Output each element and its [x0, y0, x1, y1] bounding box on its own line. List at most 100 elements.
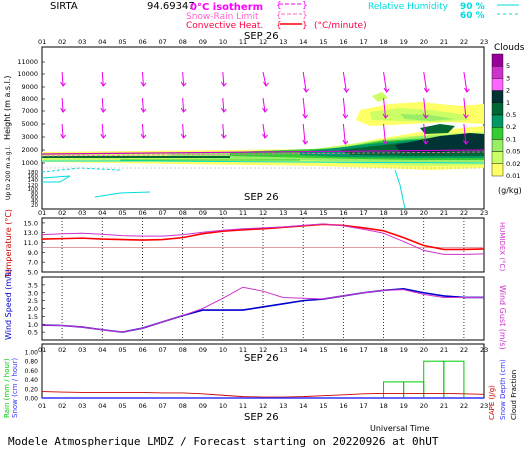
x-ticks-bottom: 01 02 03 04 05 06 07 08 09 10 11 12 13 14 15 16 17 18 19 20…: [38, 346, 488, 410]
hour-tick-label: 05: [118, 346, 126, 354]
forecast-title: Modele Atmospherique LMDZ / Forecast sta…: [8, 435, 439, 448]
cloud-ytick-label: 120: [28, 183, 39, 189]
hour-tick-label: 13: [279, 402, 287, 410]
hour-tick-label: 17: [359, 209, 367, 217]
hour-tick-label: 21: [440, 209, 448, 217]
colorbar-swatch: [491, 65, 504, 79]
wind-arrow: [100, 71, 107, 87]
wind-arrow: [60, 71, 66, 87]
station-code: 94.69347: [147, 1, 195, 12]
snow-ylabel: Snow (cm / hour): [11, 358, 19, 418]
colorbar-level-label: 0.5: [506, 111, 516, 119]
ytick-label: 7.0: [28, 259, 38, 267]
wind-arrow: [140, 71, 147, 87]
hour-tick-label: 03: [78, 346, 86, 354]
hour-tick-label: 18: [380, 346, 388, 354]
hour-tick-label: 14: [299, 346, 307, 354]
cloud-ytick-label: 5000: [21, 120, 38, 128]
legend-convective-bracket-end: }: [302, 21, 308, 31]
wind-arrow: [342, 123, 349, 145]
wind-arrow: [262, 71, 269, 87]
hour-tick-label: 17: [359, 38, 367, 46]
ytick-label: 13.0: [24, 229, 38, 237]
colorbar-title: Clouds: [494, 43, 525, 53]
colorbar-level-label: 0.02: [506, 160, 520, 168]
wind-arrow: [262, 123, 268, 139]
cloud-panel: SEP 26 01 02 03 04 05 06 07 08 09 10 11 12 13 14 15 16 1…: [3, 31, 488, 210]
ytick-label: 5.0: [28, 269, 38, 277]
wind-arrow: [463, 71, 470, 93]
hour-tick-label: 13: [279, 209, 287, 217]
wind-arrow: [180, 71, 187, 87]
legend-rh-60: 60 %: [460, 11, 485, 21]
ytick-label: 3.5: [28, 281, 38, 289]
hour-tick-label: 12: [259, 402, 267, 410]
hour-tick-label: 11: [239, 38, 247, 46]
hour-tick-label: 07: [159, 38, 167, 46]
hour-tick-label: 15: [319, 209, 327, 217]
hour-tick-label: 22: [460, 209, 468, 217]
colorbar-swatch: [491, 139, 504, 152]
wind-panel: 3.53.02.52.01.51.00.5 Wind Speed (m/s) W…: [4, 269, 507, 350]
date-label-precip: SEP 26: [244, 353, 279, 364]
cloud-ytick-label: 40: [31, 199, 38, 205]
hour-tick-label: 04: [98, 402, 106, 410]
precip-ytick-label: 0.80: [25, 359, 39, 366]
cloud-ytick-label: 60: [31, 195, 38, 201]
hour-tick-label: 02: [58, 38, 66, 46]
cloud-ytick-label: 140: [28, 178, 39, 184]
cloud-ytick-label: 3000: [21, 133, 38, 141]
hour-tick-label: 11: [239, 346, 247, 354]
legend-snowrain-bracket-end: }: [302, 11, 308, 21]
hour-tick-label: 09: [199, 402, 207, 410]
hour-tick-label: 03: [78, 402, 86, 410]
colorbar-swatch: [491, 114, 504, 128]
hour-tick-label: 08: [179, 346, 187, 354]
wind-arrow: [383, 71, 390, 93]
hour-tick-label: 06: [138, 402, 146, 410]
humidex-line: [41, 223, 485, 255]
colorbar-level-label: 5: [506, 62, 510, 70]
rh-left-contour: [41, 175, 71, 183]
wind-gust-line: [41, 286, 484, 333]
hour-tick-label: 09: [199, 38, 207, 46]
hour-tick-label: 12: [259, 346, 267, 354]
hour-tick-label: 21: [440, 402, 448, 410]
hour-tick-label: 06: [138, 209, 146, 217]
precip-ytick-label: 0.40: [25, 377, 39, 384]
hour-tick-label: 18: [380, 402, 388, 410]
legend-snowrain-label: Snow-Rain Limit: [186, 12, 259, 22]
colorbar-level-label: 3: [506, 74, 510, 82]
cloud-ytick-label: 11000: [17, 58, 38, 66]
rain-ylabel: Rain (mm / hour): [3, 358, 11, 418]
wind-arrow: [302, 97, 309, 119]
wind-arrow: [140, 97, 147, 113]
hour-tick-label: 01: [38, 402, 46, 410]
ytick-label: 1.5: [28, 313, 38, 321]
ytick-label: 2.5: [28, 297, 38, 305]
hour-tick-label: 06: [138, 346, 146, 354]
rh-90-contour: [42, 160, 485, 164]
cloud-ytick-label: 20: [31, 203, 38, 209]
hour-tick-label: 22: [460, 402, 468, 410]
hour-tick-label: 18: [380, 209, 388, 217]
colorbar-level-label: 1: [506, 99, 510, 107]
hour-tick-label: 08: [179, 38, 187, 46]
hour-tick-label: 04: [98, 209, 106, 217]
isotherm-line: [41, 149, 485, 155]
date-label-mid: SEP 26: [244, 192, 279, 203]
ytick-label: 11.0: [24, 239, 38, 247]
wind-arrow: [60, 97, 66, 113]
temperature-ylabel: Temperature (°C): [4, 209, 13, 279]
cloud-ytick-label: 7000: [21, 107, 38, 115]
colorbar-swatch: [491, 53, 504, 67]
colorbar-level-label: 0.1: [506, 135, 516, 143]
hour-tick-label: 03: [78, 209, 86, 217]
wind-arrow: [220, 123, 227, 139]
legend-isotherm-label: 0°C isotherm: [190, 2, 263, 13]
wind-arrow: [462, 123, 469, 145]
colorbar-level-label: 0.2: [506, 123, 516, 131]
hour-tick-label: 16: [339, 402, 347, 410]
hour-tick-label: 14: [299, 209, 307, 217]
